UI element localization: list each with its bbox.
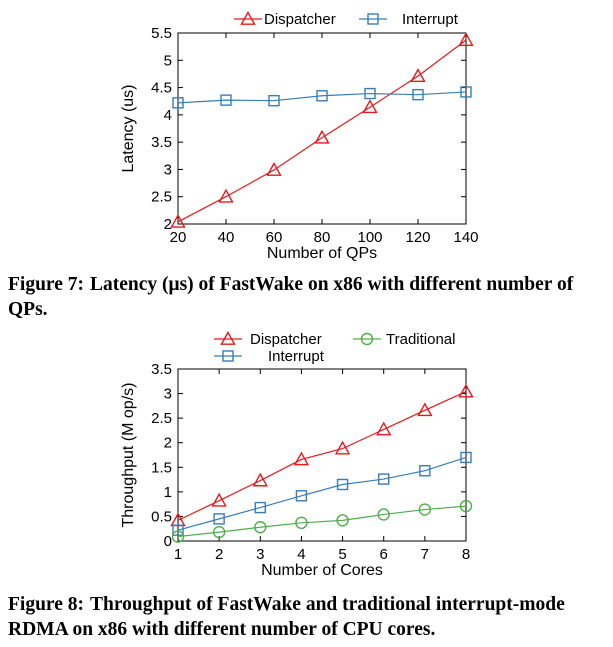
chart1-traditional-point xyxy=(418,503,432,516)
chart0-y-tick-label: 5 xyxy=(164,52,172,69)
chart1-x-tick-label: 8 xyxy=(462,546,470,563)
chart1-y-tick-label: 3 xyxy=(164,386,172,403)
chart1-interrupt-point xyxy=(254,501,266,514)
chart1-series-traditional-line xyxy=(177,505,467,538)
chart0-series-interrupt-line xyxy=(177,91,467,104)
chart1-interrupt-point xyxy=(172,524,184,536)
chart1-dispatcher-point xyxy=(458,383,474,398)
chart0-legend-dispatcher-marker xyxy=(240,11,256,25)
chart1-y-tick-label: 1 xyxy=(164,484,172,501)
chart1-x-tick-label: 6 xyxy=(380,546,388,563)
chart1-series-dispatcher-line xyxy=(177,391,467,521)
chart0-interrupt-point xyxy=(172,97,184,109)
chart0-interrupt-point xyxy=(412,88,424,101)
chart0-y-tick-label: 3.5 xyxy=(151,134,172,151)
chart0-dispatcher-point xyxy=(362,99,378,114)
chart1-dispatcher-point xyxy=(211,492,227,507)
chart0-x-axis-label: Number of QPs xyxy=(267,245,377,262)
chart1-traditional-point xyxy=(459,499,473,513)
chart0-dispatcher-point xyxy=(266,162,282,176)
chart0-dispatcher-point xyxy=(458,32,474,46)
chart1-y-tick-label: 1.5 xyxy=(151,459,172,476)
chart1-dispatcher-point xyxy=(417,402,433,417)
chart1-dispatcher-point xyxy=(334,440,351,455)
chart1-x-tick-label: 4 xyxy=(297,546,305,563)
chart0-x-tick-label: 40 xyxy=(218,229,235,246)
chart1-x-tick-label: 1 xyxy=(174,546,182,563)
chart1-series-interrupt-line xyxy=(177,456,467,531)
chart1-interrupt-point xyxy=(378,473,390,485)
chart1-interrupt-point xyxy=(460,451,472,464)
chart1-x-tick-label: 5 xyxy=(338,546,346,563)
chart0-y-tick-label: 2.5 xyxy=(151,189,172,206)
chart0-interrupt-point xyxy=(364,87,376,100)
chart0-legend-interrupt-marker xyxy=(367,13,379,25)
chart0-interrupt-point xyxy=(460,86,472,98)
chart1-dispatcher-point xyxy=(376,421,392,436)
chart1-traditional-point xyxy=(377,508,390,521)
figure-7-label: Figure 7: xyxy=(8,274,85,295)
chart1-traditional-point xyxy=(212,525,226,539)
chart1-x-tick-label: 7 xyxy=(421,546,429,563)
chart1-y-tick-label: 0.5 xyxy=(151,508,172,525)
chart1-plot-frame xyxy=(177,368,467,542)
chart1-legend-interrupt-label: Interrupt xyxy=(268,348,325,365)
chart1-traditional-point xyxy=(254,521,267,534)
chart1-interrupt-point xyxy=(336,478,349,491)
chart1-dispatcher-point xyxy=(252,472,268,487)
chart1-traditional-point xyxy=(295,516,308,530)
chart0-dispatcher-point xyxy=(410,68,426,83)
chart0-plot-frame xyxy=(177,32,467,225)
chart0-y-tick-label: 3 xyxy=(164,161,172,178)
chart1-dispatcher-point xyxy=(293,451,310,466)
chart1-y-axis-label: Throughput (M op/s) xyxy=(120,383,137,528)
chart1-interrupt-point xyxy=(213,513,225,525)
chart0-interrupt-point xyxy=(316,90,328,102)
chart1-interrupt-point xyxy=(295,490,308,502)
chart0-y-tick-label: 4.5 xyxy=(151,80,172,97)
chart1-traditional-point xyxy=(171,530,185,543)
latency-chart: 2 2.5 3 3.5 4 4.5 5 5.5 20 40 60 80 100 120 140 Number … xyxy=(120,11,479,262)
chart1-x-tick-label: 3 xyxy=(256,546,264,563)
figure-8-text: Throughput of FastWake and traditional i… xyxy=(8,594,565,640)
chart0-dispatcher-point xyxy=(170,213,186,228)
chart1-x-tick-label: 2 xyxy=(215,546,223,563)
figure-8-label: Figure 8: xyxy=(8,594,85,615)
chart1-y-tick-label: 3.5 xyxy=(151,361,172,378)
chart1-interrupt-point xyxy=(419,465,431,477)
chart1-legend-interrupt-marker xyxy=(222,350,234,362)
chart0-y-tick-label: 4 xyxy=(164,107,172,124)
chart0-x-tick-label: 60 xyxy=(266,229,283,246)
chart0-x-tick-label: 100 xyxy=(357,229,382,246)
throughput-chart: 0 0.5 1 1.5 2 2.5 3 3.5 1 2 3 4 5 6 7 8 Number of Cores T… xyxy=(120,331,474,579)
chart1-legend-traditional-label: Traditional xyxy=(386,331,455,348)
chart0-dispatcher-point xyxy=(218,188,234,203)
chart1-y-tick-label: 2 xyxy=(164,435,172,452)
figure-7-caption: Figure 7: Latency (μs) of FastWake on x86… xyxy=(8,272,606,322)
chart1-legend-dispatcher-label: Dispatcher xyxy=(250,331,322,348)
chart0-y-tick-label: 2 xyxy=(164,216,172,233)
chart1-traditional-point xyxy=(336,514,349,527)
chart1-x-axis-label: Number of Cores xyxy=(261,562,383,579)
chart0-x-tick-label: 80 xyxy=(314,229,331,246)
chart0-legend-dispatcher-label: Dispatcher xyxy=(264,11,336,28)
chart0-x-tick-label: 120 xyxy=(405,229,430,246)
chart0-series-dispatcher-line xyxy=(177,39,467,223)
chart0-y-axis-label: Latency (us) xyxy=(120,84,137,172)
chart0-legend-interrupt-label: Interrupt xyxy=(402,11,459,28)
chart1-y-tick-label: 0 xyxy=(164,533,172,550)
chart0-x-tick-label: 20 xyxy=(170,229,187,246)
chart0-interrupt-point xyxy=(220,94,232,106)
chart1-legend-dispatcher-marker xyxy=(220,331,236,345)
chart0-dispatcher-point xyxy=(314,129,330,144)
chart0-interrupt-point xyxy=(268,94,280,107)
figure-7-text: Latency (μs) of FastWake on x86 with dif… xyxy=(8,274,574,320)
chart0-y-tick-label: 5.5 xyxy=(151,25,172,42)
chart0-x-tick-label: 140 xyxy=(453,229,478,246)
chart1-y-tick-label: 2.5 xyxy=(151,410,172,427)
chart1-legend-traditional-marker xyxy=(360,332,374,346)
figure-8-caption: Figure 8: Throughput of FastWake and trad… xyxy=(8,592,606,642)
